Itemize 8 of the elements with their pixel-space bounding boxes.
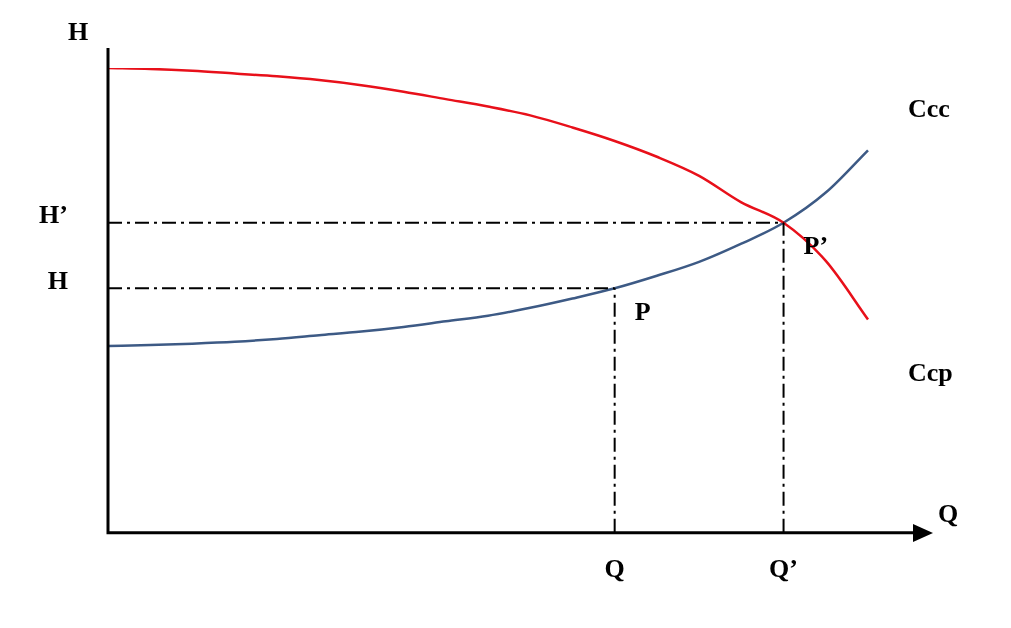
series-label: Ccc <box>908 93 950 123</box>
y-axis-title: H <box>67 16 89 46</box>
text: Ccp <box>908 358 953 388</box>
x-tick-label: Q’ <box>769 554 798 584</box>
ref-line-label: H’ <box>39 200 68 230</box>
annotation: P <box>634 297 651 327</box>
ref-line-label: H <box>47 266 68 296</box>
x-axis-title: Q <box>938 498 959 528</box>
